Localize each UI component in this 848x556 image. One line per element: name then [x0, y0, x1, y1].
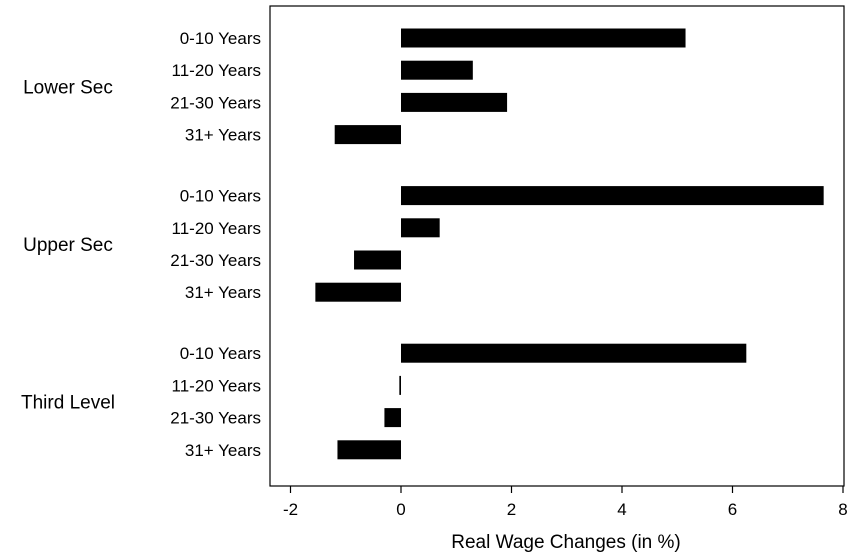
category-label: 31+ Years: [185, 441, 261, 460]
bar: [337, 440, 401, 460]
bar: [354, 250, 401, 270]
category-label: 11-20 Years: [172, 61, 261, 80]
labels-layer: 0-10 Years 11-20 Years 21-30 Years 31+ Year…: [21, 29, 261, 460]
bar: [401, 28, 686, 48]
bar: [401, 60, 473, 80]
bar: [384, 408, 401, 428]
category-label: 11-20 Years: [172, 376, 261, 395]
group-label: Lower Sec: [23, 77, 113, 98]
plot-frame: [269, 5, 845, 487]
bar: [315, 282, 401, 302]
bar: [399, 375, 401, 395]
category-label: 21-30 Years: [170, 409, 261, 428]
category-label: 31+ Years: [185, 126, 261, 145]
x-tick-label: 6: [728, 500, 737, 519]
bar: [401, 343, 747, 363]
category-label: 21-30 Years: [170, 93, 261, 112]
bars-layer: [315, 28, 824, 460]
category-label: 31+ Years: [185, 283, 261, 302]
x-tick-label: -2: [283, 500, 298, 519]
category-label: 0-10 Years: [180, 187, 261, 206]
bar: [401, 186, 824, 206]
x-axis-title: Real Wage Changes (in %): [451, 532, 681, 553]
category-label: 0-10 Years: [180, 344, 261, 363]
category-label: 21-30 Years: [170, 251, 261, 270]
x-tick-label: 0: [396, 500, 405, 519]
x-axis: -2 0 2 4 6 8: [283, 486, 848, 519]
bar: [334, 125, 401, 145]
bar: [401, 218, 440, 238]
bar: [401, 92, 508, 112]
x-tick-label: 2: [507, 500, 516, 519]
x-tick-label: 4: [617, 500, 626, 519]
x-tick-label: 8: [838, 500, 847, 519]
group-label: Third Level: [21, 393, 115, 414]
category-label: 0-10 Years: [180, 29, 261, 48]
category-label: 11-20 Years: [172, 219, 261, 238]
group-label: Upper Sec: [23, 235, 113, 256]
